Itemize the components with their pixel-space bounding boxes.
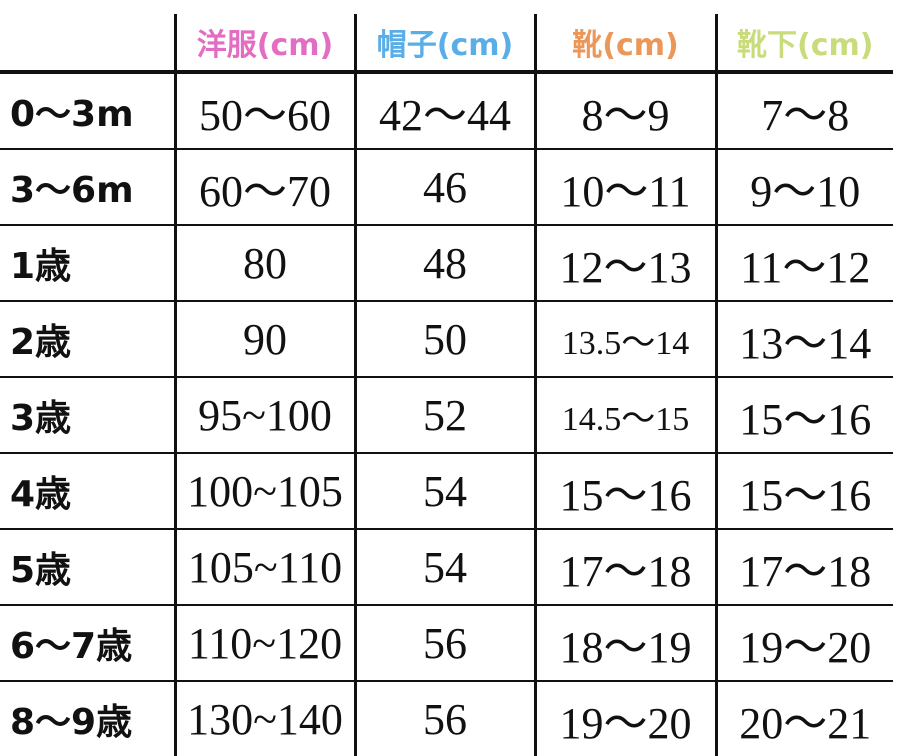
cell-clothes: 80 (173, 224, 356, 302)
cell-shoes: 14.5〜15 (533, 376, 717, 454)
cell-hat: 42〜44 (353, 71, 536, 150)
cell-clothes: 105~110 (173, 528, 356, 606)
cell-shoes: 17〜18 (533, 528, 717, 606)
table-row: 6〜7歳 110~120 56 18〜19 19〜20 (0, 604, 893, 682)
cell-hat: 56 (353, 604, 536, 682)
cell-socks: 15〜16 (714, 452, 893, 530)
row-header-age: 8〜9歳 (0, 680, 176, 756)
cell-shoes: 15〜16 (533, 452, 717, 530)
row-header-age: 5歳 (0, 528, 176, 606)
row-header-age: 3歳 (0, 376, 176, 454)
corner-cell (0, 14, 175, 74)
cell-clothes: 95~100 (173, 376, 356, 454)
header-clothes: 洋服(cm) (173, 14, 355, 74)
cell-hat: 46 (353, 148, 536, 226)
cell-socks: 17〜18 (714, 528, 893, 606)
cell-hat: 54 (353, 452, 536, 530)
cell-shoes: 13.5〜14 (533, 300, 717, 378)
table-row: 0〜3m 50〜60 42〜44 8〜9 7〜8 (0, 71, 893, 150)
row-header-age: 4歳 (0, 452, 176, 530)
table-row: 4歳 100~105 54 15〜16 15〜16 (0, 452, 893, 530)
header-hat: 帽子(cm) (353, 14, 535, 74)
cell-clothes: 90 (173, 300, 356, 378)
cell-socks: 19〜20 (714, 604, 893, 682)
cell-shoes: 8〜9 (533, 71, 717, 150)
cell-shoes: 19〜20 (533, 680, 717, 756)
header-shoes: 靴(cm) (533, 14, 716, 74)
table-row: 5歳 105~110 54 17〜18 17〜18 (0, 528, 893, 606)
row-header-age: 2歳 (0, 300, 176, 378)
table-row: 8〜9歳 130~140 56 19〜20 20〜21 (0, 680, 893, 756)
cell-hat: 50 (353, 300, 536, 378)
cell-hat: 48 (353, 224, 536, 302)
cell-socks: 9〜10 (714, 148, 893, 226)
cell-shoes: 12〜13 (533, 224, 717, 302)
cell-clothes: 130~140 (173, 680, 356, 756)
table-row: 1歳 80 48 12〜13 11〜12 (0, 224, 893, 302)
row-header-age: 3〜6m (0, 148, 176, 226)
cell-clothes: 110~120 (173, 604, 356, 682)
header-socks: 靴下(cm) (714, 14, 893, 74)
size-chart-table: 洋服(cm) 帽子(cm) 靴(cm) 靴下(cm) 0〜3m 50〜60 42〜4… (0, 14, 893, 756)
row-header-age: 6〜7歳 (0, 604, 176, 682)
cell-clothes: 50〜60 (173, 71, 356, 150)
header-row: 洋服(cm) 帽子(cm) 靴(cm) 靴下(cm) (0, 14, 893, 74)
cell-shoes: 18〜19 (533, 604, 717, 682)
cell-socks: 13〜14 (714, 300, 893, 378)
cell-hat: 54 (353, 528, 536, 606)
cell-clothes: 100~105 (173, 452, 356, 530)
cell-shoes: 10〜11 (533, 148, 717, 226)
table-row: 3歳 95~100 52 14.5〜15 15〜16 (0, 376, 893, 454)
cell-hat: 56 (353, 680, 536, 756)
row-header-age: 0〜3m (0, 71, 176, 150)
table-row: 3〜6m 60〜70 46 10〜11 9〜10 (0, 148, 893, 226)
table-row: 2歳 90 50 13.5〜14 13〜14 (0, 300, 893, 378)
row-header-age: 1歳 (0, 224, 176, 302)
cell-hat: 52 (353, 376, 536, 454)
cell-socks: 7〜8 (714, 71, 893, 150)
cell-clothes: 60〜70 (173, 148, 356, 226)
cell-socks: 15〜16 (714, 376, 893, 454)
cell-socks: 20〜21 (714, 680, 893, 756)
cell-socks: 11〜12 (714, 224, 893, 302)
